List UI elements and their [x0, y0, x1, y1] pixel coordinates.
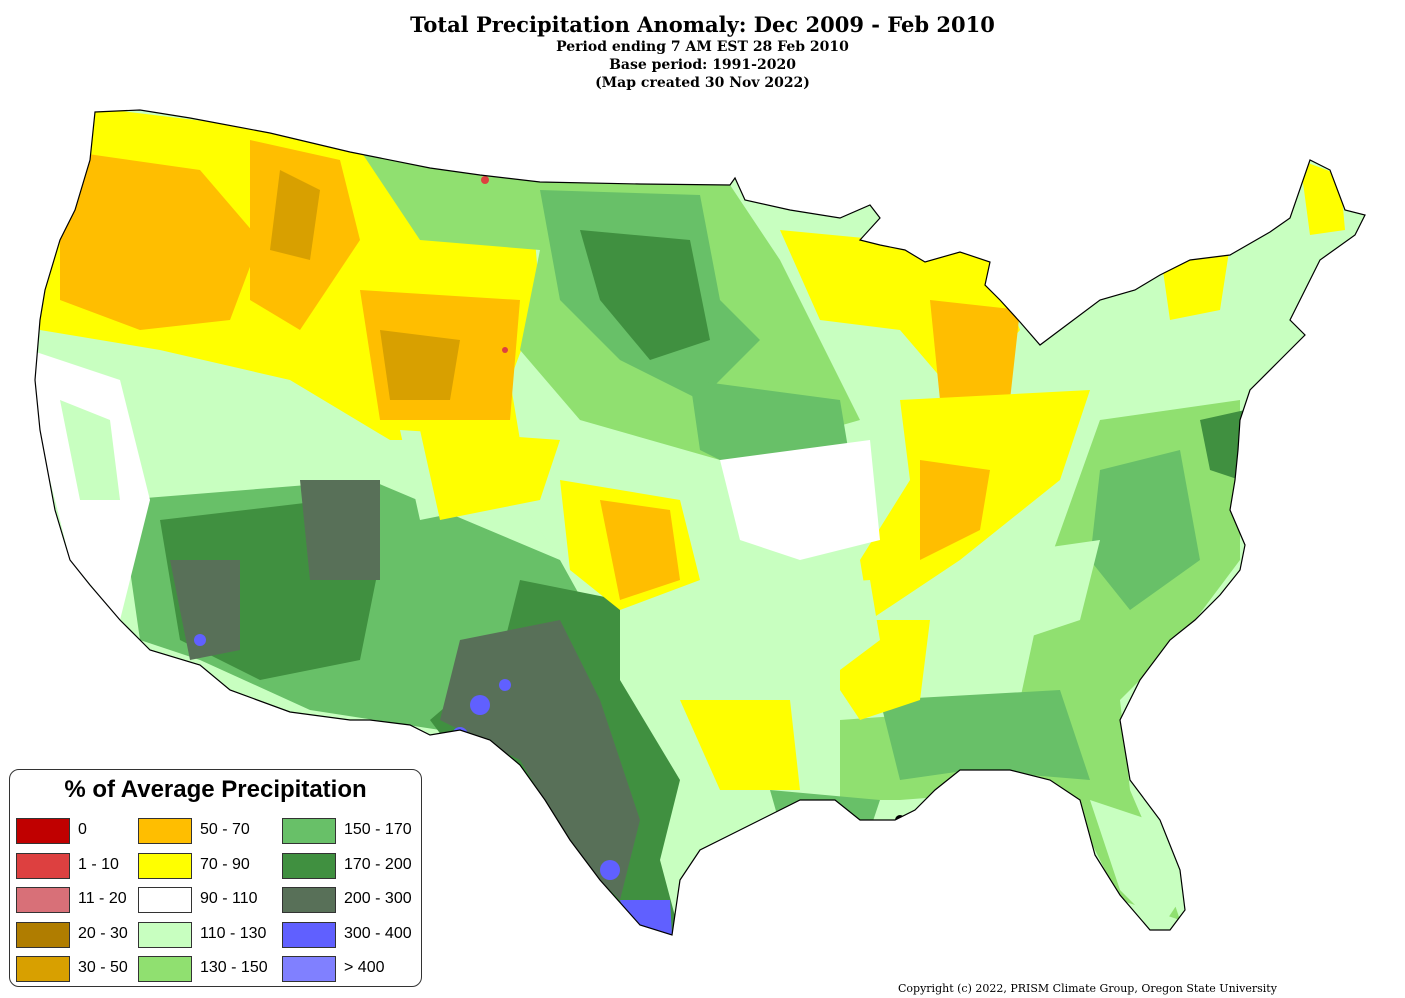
- anomaly-region: [60, 150, 260, 330]
- anomaly-region: [720, 440, 880, 560]
- anomaly-region: [300, 480, 380, 580]
- anomaly-region: [730, 580, 880, 700]
- legend-swatch: [138, 922, 192, 948]
- legend-swatch: [16, 887, 70, 913]
- map-subtitle-period: Period ending 7 AM EST 28 Feb 2010: [556, 39, 849, 55]
- anomaly-region: [380, 330, 460, 400]
- legend-label: 30 - 50: [78, 959, 128, 976]
- map-titles: Total Precipitation Anomaly: Dec 2009 - …: [0, 12, 1405, 92]
- anomaly-region: [940, 540, 1100, 650]
- anomaly-spot: [481, 176, 489, 184]
- anomaly-region: [170, 560, 240, 660]
- anomaly-region: [420, 430, 560, 520]
- legend-swatch: [16, 853, 70, 879]
- legend-swatch: [282, 922, 336, 948]
- legend-swatch: [16, 922, 70, 948]
- anomaly-region: [620, 900, 672, 935]
- legend-label: 1 - 10: [78, 856, 119, 873]
- anomaly-region: [1090, 450, 1200, 610]
- legend-swatch: [282, 956, 336, 982]
- legend-swatch: [16, 818, 70, 844]
- legend-swatch: [138, 853, 192, 879]
- legend-label: 110 - 130: [200, 925, 267, 942]
- legend-label: 170 - 200: [344, 856, 412, 873]
- anomaly-region: [930, 300, 1020, 400]
- legend-swatch: [138, 887, 192, 913]
- legend-label: 20 - 30: [78, 925, 128, 942]
- map-subtitle-base: Base period: 1991-2020: [609, 57, 796, 73]
- legend-label: 50 - 70: [200, 821, 250, 838]
- legend-swatch: [138, 956, 192, 982]
- anomaly-region: [440, 620, 640, 900]
- legend-swatch: [282, 853, 336, 879]
- legend-title: % of Average Precipitation: [64, 776, 367, 803]
- map-title: Total Precipitation Anomaly: Dec 2009 - …: [410, 12, 995, 37]
- legend-label: 90 - 110: [200, 890, 258, 907]
- legend-swatch: [282, 887, 336, 913]
- legend-label: 200 - 300: [344, 890, 412, 907]
- copyright-notice: Copyright (c) 2022, PRISM Climate Group,…: [898, 982, 1277, 995]
- anomaly-spot: [600, 860, 620, 880]
- legend-label: 70 - 90: [200, 856, 250, 873]
- anomaly-region: [920, 460, 990, 560]
- legend-label: 0: [78, 821, 87, 838]
- legend-label: 130 - 150: [200, 959, 268, 976]
- legend-label: 150 - 170: [344, 821, 412, 838]
- legend-label: 11 - 20: [78, 890, 127, 907]
- legend-label: 300 - 400: [344, 925, 412, 942]
- anomaly-spot: [895, 815, 905, 825]
- anomaly-region: [1200, 410, 1245, 480]
- anomaly-region: [580, 230, 710, 360]
- anomaly-region: [600, 500, 680, 600]
- legend-swatch: [282, 818, 336, 844]
- legend: % of Average Precipitation 0 1 - 10 11 - 2…: [9, 769, 422, 987]
- legend-swatch: [16, 956, 70, 982]
- map-subtitle-created: (Map created 30 Nov 2022): [595, 75, 810, 91]
- anomaly-region: [880, 690, 1090, 780]
- legend-swatch: [138, 818, 192, 844]
- anomaly-region: [1090, 160, 1360, 420]
- anomaly-spot: [502, 347, 508, 353]
- anomaly-region: [1090, 800, 1180, 930]
- anomaly-region: [270, 170, 320, 260]
- anomaly-spot: [499, 679, 511, 691]
- anomaly-spot: [470, 695, 490, 715]
- anomaly-region: [680, 700, 800, 790]
- anomaly-spot: [194, 634, 206, 646]
- anomaly-region: [60, 400, 120, 500]
- legend-label: > 400: [344, 959, 385, 976]
